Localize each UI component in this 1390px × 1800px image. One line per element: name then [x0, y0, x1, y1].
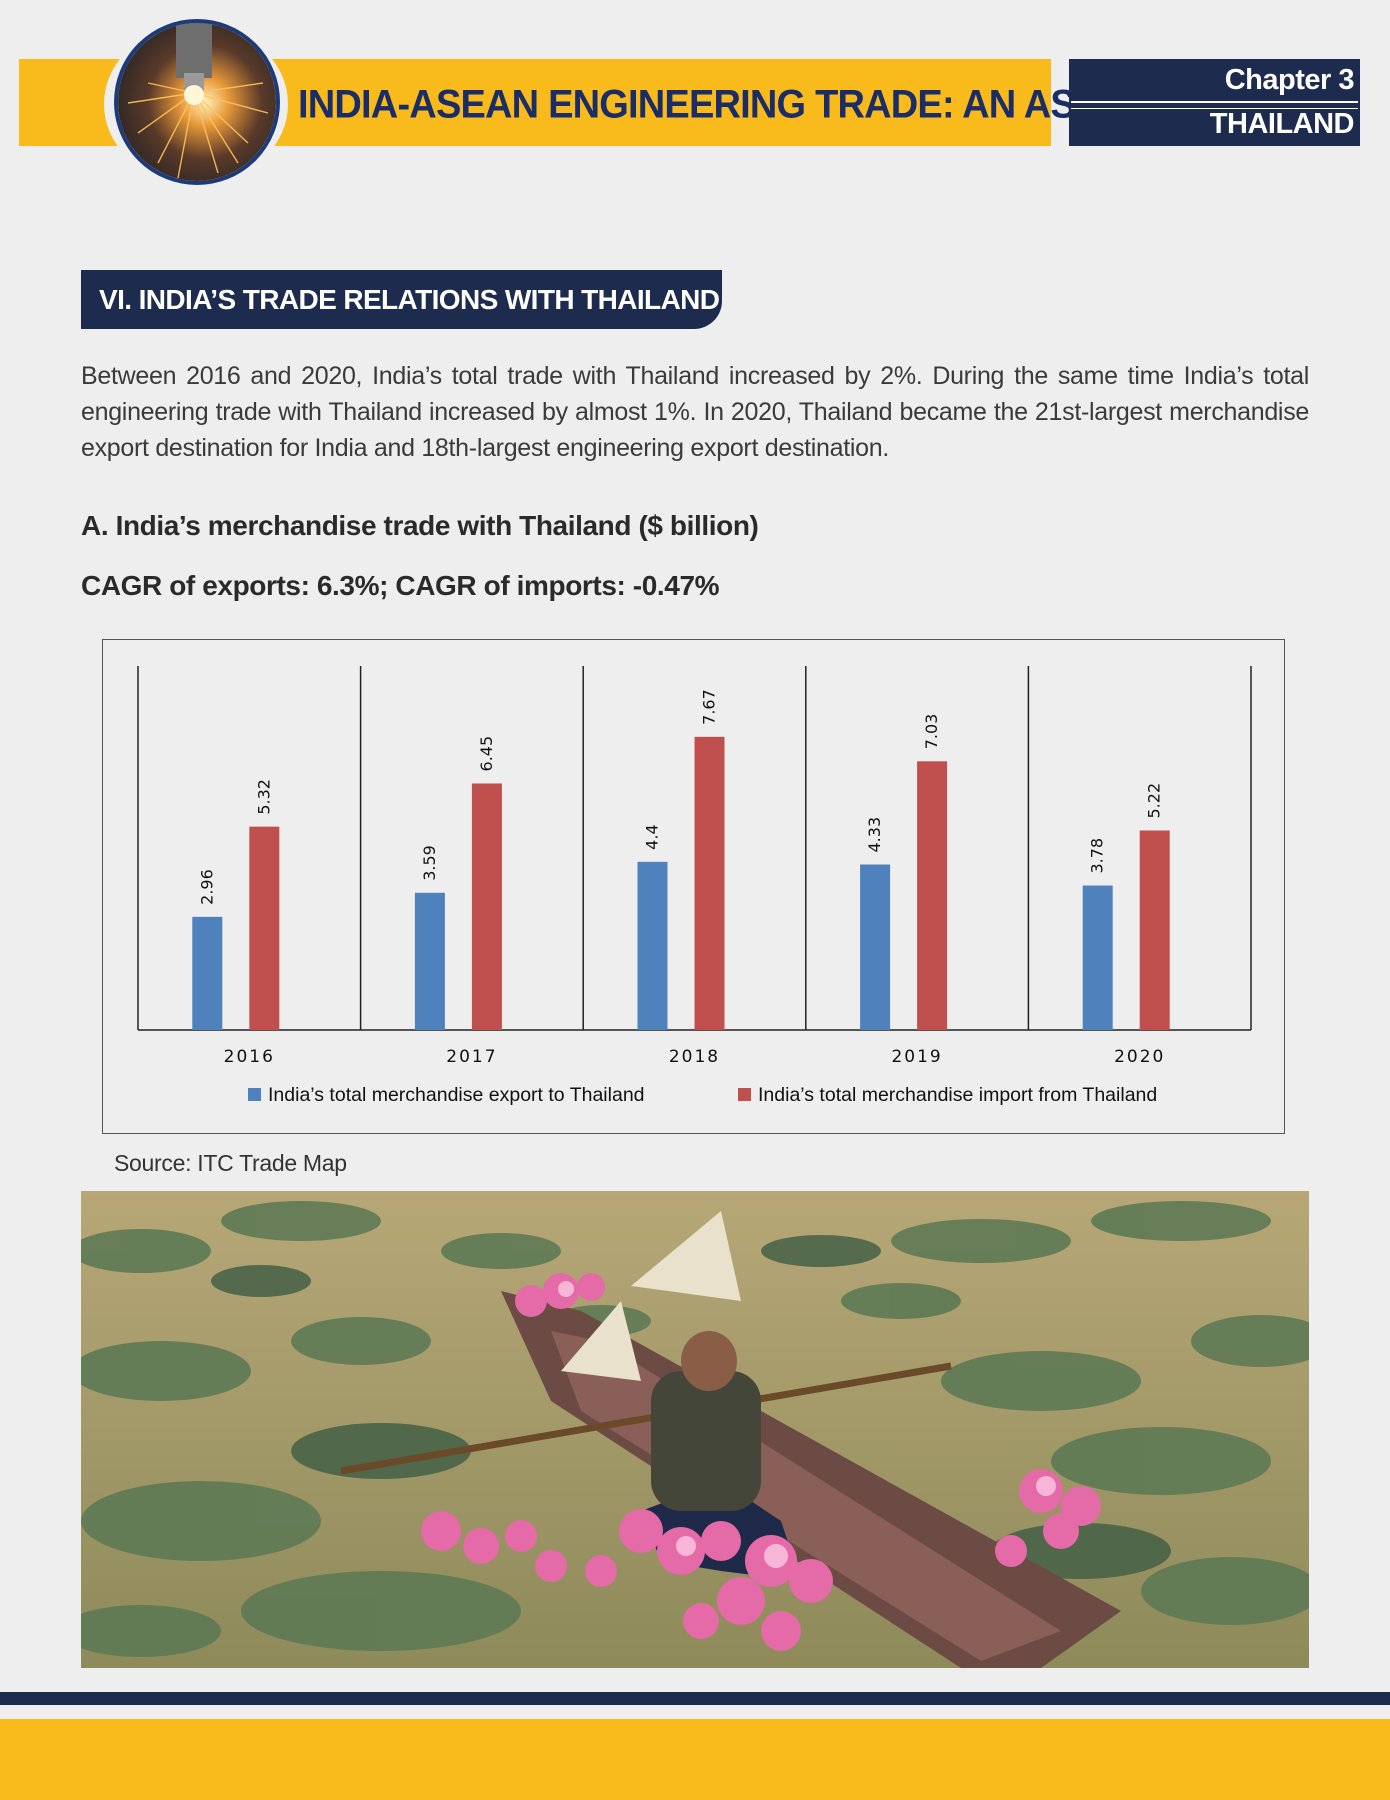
legend-label-import: India’s total merchandise import from Th… [758, 1084, 1157, 1106]
legend-swatch-import [738, 1088, 751, 1101]
x-tick-label-2020: 2020 [1114, 1047, 1165, 1067]
export-bar-2016 [192, 916, 223, 1030]
chart-title: A. India’s merchandise trade with Thaila… [81, 510, 759, 541]
chapter-box: Chapter 3 THAILAND [1069, 59, 1360, 146]
footer-yellow-band [0, 1719, 1390, 1800]
export-value-label-2020: 3.78 [1088, 838, 1107, 874]
bar-chart: 2.96 5.32 2016 3.59 6.45 2017 4.4 7.67 2018 4.33 7… [137, 666, 1252, 1106]
export-bar-2018 [637, 861, 668, 1030]
chart-frame: 2.96 5.32 2016 3.59 6.45 2017 4.4 7.67 2018 4.33 7… [102, 639, 1285, 1134]
chart-subtitle: CAGR of exports: 6.3%; CAGR of imports: … [81, 570, 720, 601]
header-sparks-photo [114, 19, 280, 185]
footer-navy-stripe [0, 1692, 1390, 1705]
import-bar-2020 [1139, 830, 1170, 1030]
export-bar-2019 [860, 864, 891, 1030]
lotus-boat-photo [81, 1191, 1309, 1668]
section-heading: VI. INDIA’S TRADE RELATIONS WITH THAILAN… [81, 270, 722, 329]
import-bar-2017 [471, 783, 502, 1030]
x-tick-label-2016: 2016 [224, 1047, 275, 1067]
import-bar-2016 [249, 826, 280, 1030]
export-value-label-2018: 4.4 [643, 824, 662, 849]
x-tick-label-2018: 2018 [669, 1047, 720, 1067]
source-note: Source: ITC Trade Map [114, 1150, 347, 1176]
export-value-label-2017: 3.59 [420, 845, 439, 881]
chapter-divider [1071, 101, 1358, 109]
export-bar-2020 [1082, 885, 1113, 1030]
export-value-label-2019: 4.33 [865, 817, 884, 853]
import-value-label-2017: 6.45 [477, 736, 496, 772]
legend-swatch-export [248, 1088, 261, 1101]
header-title: INDIA-ASEAN ENGINEERING TRADE: AN ASSESS… [298, 82, 1278, 128]
chapter-label: Chapter 3 [1224, 64, 1355, 96]
import-value-label-2016: 5.32 [254, 779, 273, 815]
export-value-label-2016: 2.96 [197, 869, 216, 905]
import-value-label-2018: 7.67 [700, 689, 719, 725]
import-bar-2018 [694, 736, 725, 1030]
import-value-label-2020: 5.22 [1145, 783, 1164, 819]
x-tick-label-2017: 2017 [446, 1047, 497, 1067]
legend-label-export: India’s total merchandise export to Thai… [268, 1084, 645, 1106]
import-value-label-2019: 7.03 [922, 714, 941, 750]
intro-paragraph: Between 2016 and 2020, India’s total tra… [81, 362, 1309, 462]
import-bar-2019 [917, 761, 948, 1030]
chapter-country: THAILAND [1209, 108, 1355, 140]
x-tick-label-2019: 2019 [891, 1047, 942, 1067]
export-bar-2017 [414, 892, 445, 1030]
